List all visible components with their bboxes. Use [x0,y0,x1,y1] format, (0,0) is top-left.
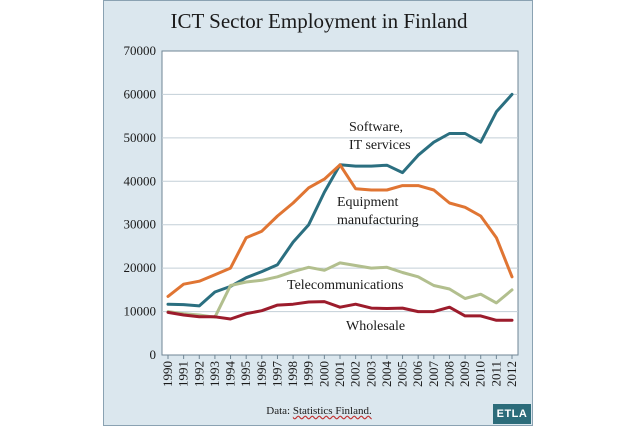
source-label: Data: [266,405,291,417]
x-tick-label: 1998 [285,361,300,387]
y-tick-label: 0 [150,347,157,362]
x-tick-label: 1991 [176,361,191,387]
x-tick-label: 1993 [207,361,222,387]
x-tick-label: 1997 [269,361,284,388]
series-labels: Software, IT services Equipment manufacturi… [287,120,419,334]
grid-lines [162,93,518,313]
chart-panel: ICT Sector Employment in Finland 0 10000 2… [103,0,533,426]
y-axis: 0 10000 20000 30000 40000 50000 60000 70000 [124,43,157,362]
x-tick-label: 1996 [254,361,269,388]
x-tick-label: 1992 [191,361,206,387]
y-tick-label: 30000 [124,217,157,232]
line-chart: 0 10000 20000 30000 40000 50000 60000 70000 199… [124,43,520,387]
x-tick-label: 2011 [488,361,503,387]
x-tick-label: 1990 [160,361,175,387]
y-tick-label: 40000 [124,173,157,188]
y-tick-label: 70000 [124,43,157,58]
x-tick-label: 2003 [363,361,378,387]
x-tick-label: 2001 [332,361,347,387]
series-label: manufacturing [337,213,419,228]
x-tick-label: 2009 [457,361,472,387]
x-tick-label: 2010 [473,361,488,387]
x-tick-label: 2012 [504,361,519,387]
x-tick-label: 2007 [426,361,441,388]
y-tick-label: 60000 [124,86,157,101]
x-tick-label: 2008 [441,361,456,387]
y-tick-label: 10000 [124,304,157,319]
x-tick-label: 1999 [301,361,316,387]
series-label: IT services [349,138,411,153]
series-label: Equipment [337,195,399,210]
series-label: Telecommunications [287,278,403,293]
x-tick-label: 2005 [395,361,410,387]
y-tick-label: 50000 [124,130,157,145]
x-tick-label: 1995 [238,361,253,387]
series-lines [166,92,514,322]
series-label: Software, [349,120,403,135]
series-line [166,163,514,298]
x-axis: 1990 1991 1992 1993 1994 1995 1996 1997 1998 1999… [160,355,519,387]
x-tick-label: 2006 [410,361,425,388]
source-note: Data: Statistics Finland. [104,405,534,417]
x-tick-label: 2004 [379,361,394,388]
x-tick-label: 2000 [316,361,331,387]
x-tick-label: 2002 [348,361,363,387]
x-tick-label: 1994 [223,361,238,388]
series-line [166,300,514,322]
etla-logo: ETLA [493,404,531,424]
series-label: Wholesale [346,319,405,334]
y-tick-label: 20000 [124,260,157,275]
source-name: Statistics Finland. [292,405,372,417]
series-line [166,261,514,319]
chart-title: ICT Sector Employment in Finland [170,9,468,33]
